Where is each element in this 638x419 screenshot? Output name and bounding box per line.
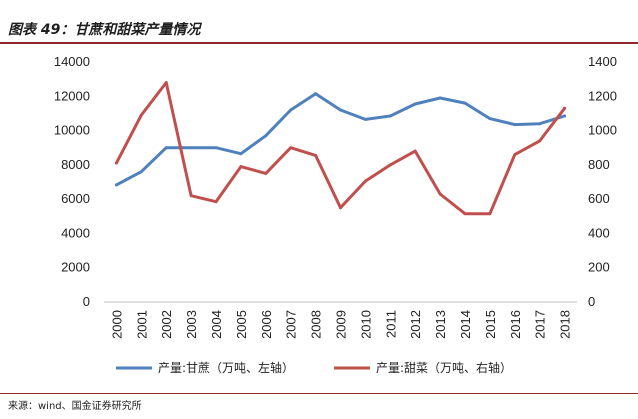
x-axis-tick-label: 2006 [259, 310, 274, 339]
x-axis-tick-label: 2016 [508, 310, 523, 339]
data-point [139, 113, 143, 117]
right-axis-tick-label: 0 [588, 294, 595, 309]
data-point [463, 212, 467, 216]
left-axis-ticks: 0 2000 4000 6000 8000 10000 12000 14000 [54, 54, 90, 309]
data-point [264, 134, 268, 138]
source-note: 来源：wind、国金证券研究所 [8, 401, 142, 412]
legend-label-1: 产量:甘蔗（万吨、左轴） [158, 360, 294, 375]
x-axis-ticks: 2000 2001 2002 2003 2004 2005 2006 2007 2008 2009… [109, 310, 572, 339]
data-point [164, 81, 168, 85]
data-point [463, 101, 467, 105]
data-point [214, 200, 218, 204]
source-divider [0, 393, 638, 394]
x-axis-tick-label: 2018 [558, 310, 573, 339]
data-point [363, 179, 367, 183]
data-point [538, 139, 542, 143]
figure-title: 图表 49：甘蔗和甜菜产量情况 [8, 22, 201, 38]
x-axis-tick-label: 2004 [209, 310, 224, 339]
data-point [563, 106, 567, 110]
x-axis-tick-label: 2000 [109, 310, 124, 339]
data-point [438, 96, 442, 100]
x-axis-tick-label: 2010 [358, 310, 373, 339]
x-axis-tick-label: 2002 [159, 310, 174, 339]
x-axis-tick-label: 2015 [483, 310, 498, 339]
data-point [164, 146, 168, 150]
series-line-1 [114, 92, 567, 187]
data-point [114, 183, 118, 187]
right-axis-tick-label: 1400 [588, 54, 617, 69]
left-axis-tick-label: 10000 [54, 123, 90, 138]
data-point [139, 170, 143, 174]
legend-label-2: 产量:甜菜（万吨、右轴） [376, 360, 512, 375]
right-axis-tick-label: 600 [588, 191, 610, 206]
right-axis-tick-label: 1000 [588, 123, 617, 138]
data-point [413, 102, 417, 106]
data-point [339, 108, 342, 112]
data-point [388, 163, 392, 167]
data-point [189, 194, 193, 198]
right-axis-tick-label: 200 [588, 260, 610, 275]
data-point [214, 146, 218, 150]
x-axis-tick-label: 2009 [334, 310, 349, 339]
left-axis-tick-label: 12000 [54, 88, 90, 103]
data-point [189, 146, 193, 150]
data-point [314, 92, 318, 96]
left-axis-tick-label: 8000 [61, 157, 90, 172]
right-axis-ticks: 0 200 400 600 800 1000 1200 1400 [588, 54, 617, 309]
right-axis-tick-label: 800 [588, 157, 610, 172]
x-axis-tick-label: 2012 [408, 310, 423, 339]
data-point [488, 117, 492, 121]
legend: 产量:甘蔗（万吨、左轴） 产量:甜菜（万吨、右轴） [116, 360, 512, 375]
data-point [563, 114, 567, 118]
data-point [289, 146, 293, 150]
left-axis-tick-label: 4000 [61, 225, 90, 240]
left-axis-tick-label: 2000 [61, 260, 90, 275]
x-axis-tick-label: 2008 [309, 310, 324, 339]
data-point [314, 153, 318, 157]
x-axis-tick-label: 2007 [284, 310, 299, 339]
data-point [114, 161, 118, 165]
data-point [513, 123, 517, 127]
x-axis-tick-label: 2013 [433, 310, 448, 339]
x-axis-tick-label: 2003 [184, 310, 199, 339]
x-axis-tick-label: 2011 [383, 310, 398, 338]
data-point [438, 192, 442, 196]
data-point [513, 153, 517, 157]
series-group [114, 81, 567, 216]
data-point [413, 149, 417, 153]
x-axis-tick-label: 2001 [134, 310, 149, 339]
x-axis-tick-label: 2017 [533, 310, 548, 339]
data-point [488, 212, 492, 216]
data-point [339, 206, 342, 210]
left-axis-tick-label: 14000 [54, 54, 90, 69]
data-point [239, 152, 243, 156]
title-divider [0, 42, 638, 44]
right-axis-tick-label: 400 [588, 225, 610, 240]
data-point [264, 171, 268, 175]
right-axis-tick-label: 1200 [588, 88, 617, 103]
data-point [363, 117, 367, 121]
data-point [289, 108, 293, 112]
left-axis-tick-label: 0 [83, 294, 90, 309]
data-point [388, 114, 392, 118]
data-point [239, 165, 243, 169]
x-axis-tick-label: 2014 [458, 310, 473, 339]
data-point [538, 122, 542, 126]
left-axis-tick-label: 6000 [61, 191, 90, 206]
x-axis-tick-label: 2005 [234, 310, 249, 339]
